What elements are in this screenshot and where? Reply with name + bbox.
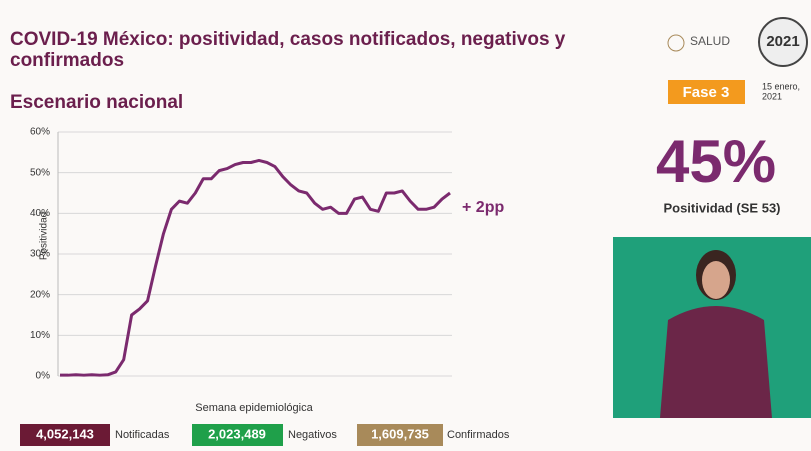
total-value: 2,023,489 (208, 426, 266, 441)
total-box (192, 424, 283, 446)
x-axis-label: Semana epidemiológica (195, 402, 313, 414)
logo-text: SALUD (690, 34, 730, 48)
title: COVID-19 México: positividad, casos noti… (10, 29, 566, 50)
y-axis-label: Positividad (39, 212, 50, 260)
y-tick-label: 50% (30, 167, 50, 178)
year-emblem (758, 17, 808, 67)
total-label: Confirmados (447, 429, 510, 441)
kpi-label: Positividad (SE 53) (663, 200, 780, 215)
date: 15 enero, (762, 81, 800, 91)
interpreter-face (702, 261, 730, 299)
interpreter-body (660, 306, 772, 418)
subtitle: Escenario nacional (10, 92, 183, 113)
phase-text: Fase 3 (683, 84, 730, 101)
date: 2021 (762, 91, 782, 101)
y-tick-label: 60% (30, 127, 50, 138)
annotation: + 2pp (462, 199, 504, 216)
total-box (357, 424, 443, 446)
total-value: 1,609,735 (371, 426, 429, 441)
y-tick-label: 40% (30, 208, 50, 219)
y-tick-label: 10% (30, 330, 50, 341)
total-box (20, 424, 110, 446)
phase-badge (668, 80, 745, 104)
total-value: 4,052,143 (36, 426, 94, 441)
y-tick-label: 0% (36, 371, 51, 382)
kpi-value: 45% (656, 128, 776, 195)
y-tick-label: 30% (30, 249, 50, 260)
title: confirmados (10, 50, 124, 71)
y-tick-label: 20% (30, 289, 50, 300)
total-label: Negativos (288, 429, 337, 441)
data-line (60, 158, 451, 377)
logo-emblem (667, 34, 685, 52)
total-label: Notificadas (115, 429, 170, 441)
year-text: 2021 (766, 33, 799, 50)
